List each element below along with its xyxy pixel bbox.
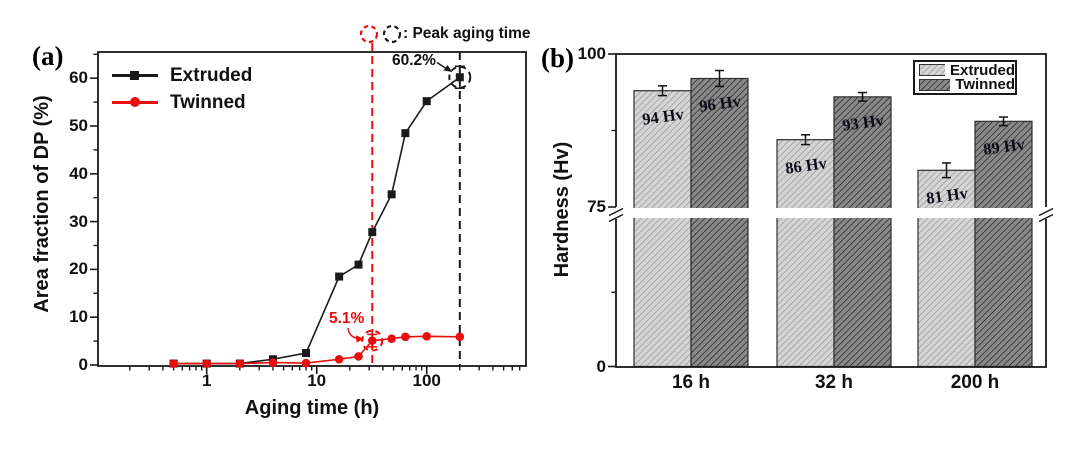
twinned-hatch-swatch-icon	[919, 78, 951, 91]
a-x-tick-label: 10	[307, 371, 327, 390]
b-y-tick-label: 75	[587, 197, 606, 216]
panel-a-label: (a)	[32, 41, 64, 71]
b-y-tick-label: 0	[596, 356, 606, 376]
legend-label-twinned-bar: Twinned	[955, 76, 1015, 94]
extruded-peak-value-label: 60.2%	[392, 52, 436, 69]
panel-a-x-axis-title: Aging time (h)	[244, 397, 380, 419]
b-category-label: 32 h	[814, 371, 854, 393]
panel-a-y-axis-title: Area fraction of DP (%)	[31, 95, 53, 313]
legend-label-extruded-bar: Extruded	[949, 61, 1015, 79]
twinned-line-marker-icon	[112, 97, 158, 107]
legend-item-twinned-bar: Twinned	[919, 76, 1015, 94]
extruded-line-marker-icon	[112, 70, 158, 80]
a-y-tick-label: 0	[78, 355, 88, 374]
legend-label-extruded: Extruded	[170, 64, 253, 86]
panel-b-label: (b)	[541, 43, 574, 73]
panel-a-canvas	[90, 24, 527, 374]
a-y-tick-label: 10	[69, 307, 88, 327]
legend-item-extruded-bar: Extruded	[919, 61, 1015, 79]
panel-b-canvas	[608, 53, 1054, 368]
b-category-label: 16 h	[671, 371, 711, 393]
extruded-hatch-swatch-icon	[919, 64, 945, 77]
a-y-tick-label: 20	[69, 259, 88, 279]
a-y-tick-label: 60	[69, 68, 88, 88]
b-category-label: 200 h	[950, 371, 1000, 393]
a-y-tick-label: 40	[69, 163, 88, 183]
peak-aging-time-note: : Peak aging time	[403, 25, 531, 42]
panel-b-legend: Extruded Twinned	[913, 60, 1017, 95]
a-y-tick-label: 50	[69, 116, 88, 135]
legend-item-extruded: Extruded	[112, 62, 252, 89]
a-x-tick-label: 100	[412, 371, 441, 390]
b-y-tick-label: 100	[577, 44, 606, 63]
a-x-tick-label: 1	[201, 371, 212, 390]
a-y-tick-label: 30	[69, 211, 88, 231]
panel-a-legend: Extruded Twinned	[112, 62, 252, 116]
twinned-peak-value-label: 5.1%	[329, 310, 365, 327]
legend-label-twinned: Twinned	[170, 91, 246, 113]
legend-item-twinned: Twinned	[112, 89, 252, 116]
